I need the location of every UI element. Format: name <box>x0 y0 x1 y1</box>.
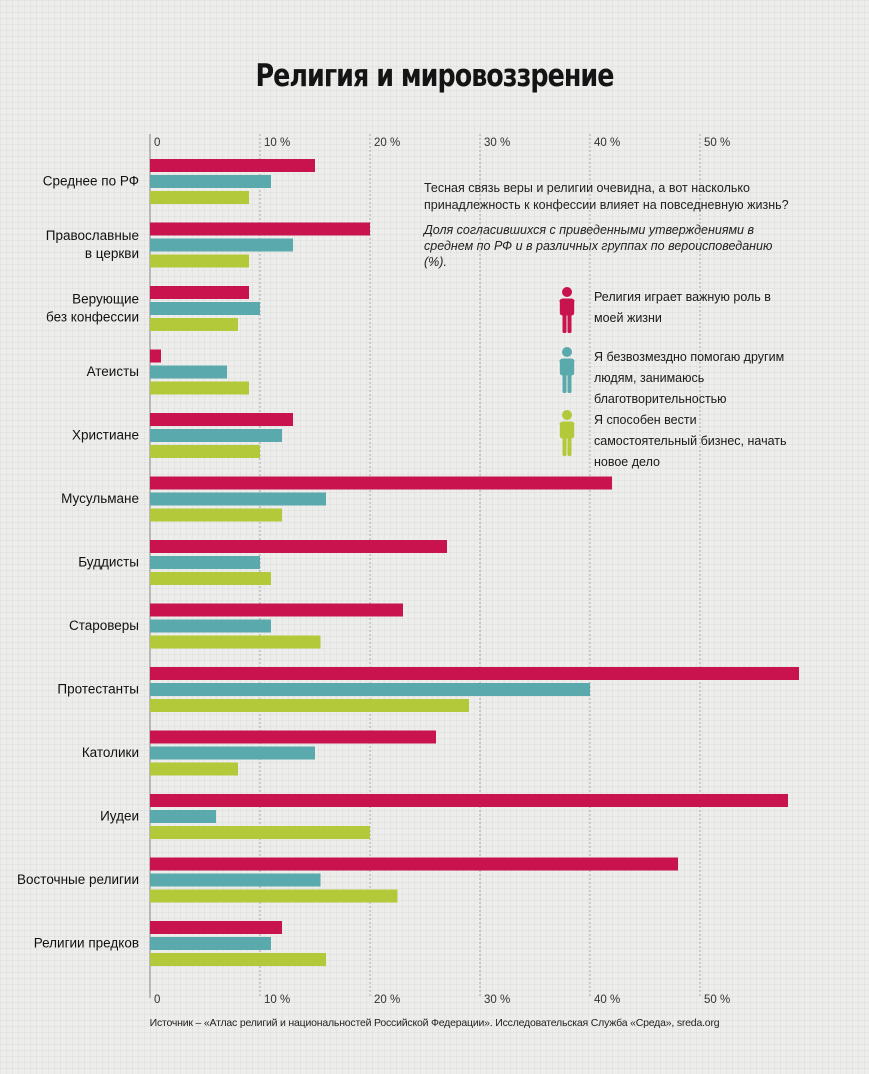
bar-11-1 <box>150 873 321 887</box>
x-tick-label-bottom: 10 % <box>264 994 290 1006</box>
bar-9-0 <box>150 730 436 744</box>
bar-12-1 <box>150 937 271 950</box>
category-label: Религии предков <box>34 936 139 951</box>
category-label: Иудеи <box>100 809 139 824</box>
bar-3-2 <box>150 381 249 395</box>
bar-1-2 <box>150 254 249 268</box>
bar-7-2 <box>150 635 321 649</box>
category-label: Протестанты <box>57 682 139 697</box>
chart-title: Религия и мировоззрение <box>255 58 614 94</box>
person-icon <box>557 287 577 333</box>
category-label: Христиане <box>72 428 139 443</box>
bar-10-1 <box>150 810 216 823</box>
x-tick-label-top: 40 % <box>594 137 620 149</box>
legend-label: Я безвозмездно помогаю другим людям, зан… <box>594 350 785 406</box>
bar-0-2 <box>150 191 249 204</box>
bar-6-1 <box>150 556 260 569</box>
bar-4-2 <box>150 445 260 458</box>
bar-11-2 <box>150 889 398 903</box>
bar-2-0 <box>150 286 249 299</box>
bar-6-2 <box>150 572 271 585</box>
bar-3-1 <box>150 365 227 379</box>
category-label: Мусульмане <box>61 491 139 506</box>
bar-7-1 <box>150 619 271 633</box>
bar-6-0 <box>150 540 447 553</box>
bar-0-0 <box>150 159 315 172</box>
x-tick-label-bottom: 0 <box>154 994 160 1006</box>
bar-5-1 <box>150 492 326 506</box>
intro-text: Тесная связь веры и религии очевидна, а … <box>424 181 789 212</box>
category-label: Атеисты <box>87 364 139 379</box>
bar-12-0 <box>150 921 282 934</box>
bar-4-1 <box>150 429 282 442</box>
intro-note: Доля согласившихся с приведенными утверж… <box>424 223 773 269</box>
bar-0-1 <box>150 175 271 188</box>
category-label: Староверы <box>69 618 139 633</box>
bar-10-2 <box>150 826 370 839</box>
category-label: Среднее по РФ <box>43 174 139 189</box>
source-note: Источник – «Атлас религий и национальнос… <box>149 1017 720 1029</box>
x-tick-label-top: 0 <box>154 137 160 149</box>
x-tick-label-top: 20 % <box>374 137 400 149</box>
x-tick-label-bottom: 40 % <box>594 994 620 1006</box>
bar-3-0 <box>150 349 161 363</box>
x-tick-label-bottom: 30 % <box>484 994 510 1006</box>
category-label: Католики <box>82 745 139 760</box>
category-label: Восточные религии <box>17 872 139 887</box>
bar-1-1 <box>150 238 293 252</box>
bar-2-1 <box>150 302 260 315</box>
person-icon <box>557 347 577 393</box>
x-tick-label-top: 50 % <box>704 137 730 149</box>
bar-7-0 <box>150 603 403 617</box>
bar-5-2 <box>150 508 282 522</box>
x-tick-label-top: 10 % <box>264 137 290 149</box>
category-label: Православные в церкви <box>46 228 139 261</box>
bar-4-0 <box>150 413 293 426</box>
bar-8-0 <box>150 667 799 680</box>
bar-10-0 <box>150 794 788 807</box>
person-icon <box>557 410 577 456</box>
bar-12-2 <box>150 953 326 966</box>
bar-8-1 <box>150 683 590 696</box>
legend-label: Я способен вести самостоятельный бизнес,… <box>594 413 787 469</box>
bar-11-0 <box>150 857 678 871</box>
bar-2-2 <box>150 318 238 331</box>
bar-9-2 <box>150 762 238 776</box>
bar-9-1 <box>150 746 315 760</box>
bar-1-0 <box>150 222 370 236</box>
bar-5-0 <box>150 476 612 490</box>
bar-8-2 <box>150 699 469 712</box>
legend-label: Религия играет важную роль в моей жизни <box>594 290 771 325</box>
category-label: Буддисты <box>78 555 139 570</box>
x-tick-label-bottom: 20 % <box>374 994 400 1006</box>
category-label: Верующие без конфессии <box>46 292 139 325</box>
x-tick-label-top: 30 % <box>484 137 510 149</box>
x-tick-label-bottom: 50 % <box>704 994 730 1006</box>
